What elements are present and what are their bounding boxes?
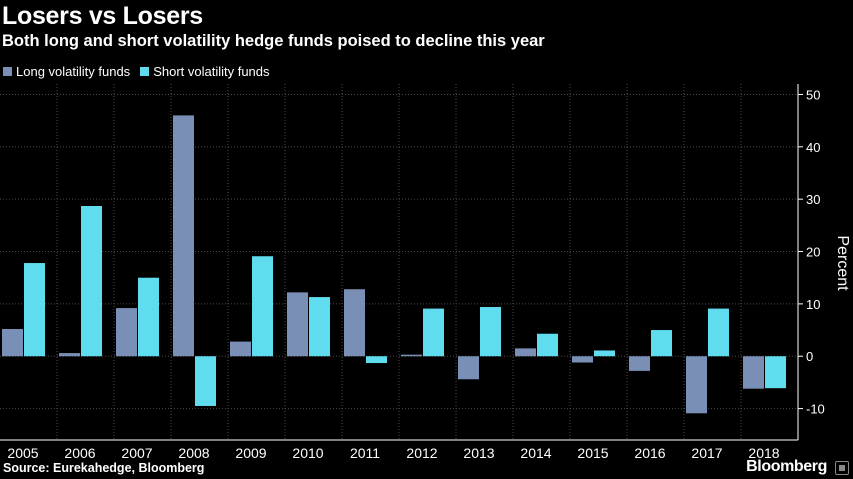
y-tick-label: -10 [806,402,825,417]
x-tick-label: 2012 [406,445,437,461]
bar-short-volatility [537,333,558,357]
y-axis-title: Percent [834,235,851,291]
x-tick-label: 2017 [691,445,722,461]
chart-subtitle: Both long and short volatility hedge fun… [2,32,545,50]
x-tick-label: 2010 [292,445,323,461]
bar-short-volatility [651,330,672,357]
y-tick-label: 20 [806,245,820,260]
bar-long-volatility [116,308,137,357]
bar-short-volatility [366,356,387,364]
legend-swatch-short [140,67,150,76]
x-tick-label: 2014 [520,445,551,461]
bar-short-volatility [252,256,273,357]
x-tick-label: 2018 [748,445,779,461]
bar-short-volatility [594,350,615,357]
y-tick-label: 30 [806,192,820,207]
brand-logo: Bloomberg [746,458,827,475]
legend-swatch-long [3,67,12,76]
bar-long-volatility [401,354,422,357]
bar-long-volatility [344,289,365,357]
bar-short-volatility [195,356,216,406]
bar-long-volatility [515,348,536,357]
x-tick-label: 2006 [64,445,95,461]
bar-short-volatility [138,277,159,357]
bar-long-volatility [173,115,194,357]
bar-short-volatility [81,205,102,357]
legend-label-long: Long volatility funds [16,64,131,79]
y-tick-label: 10 [806,297,820,312]
bar-long-volatility [458,356,479,380]
bar-short-volatility [708,308,729,357]
bar-short-volatility [423,308,444,357]
bar-long-volatility [572,356,593,363]
x-tick-label: 2016 [634,445,665,461]
bar-long-volatility [287,292,308,357]
y-tick-label: 40 [806,140,820,155]
chart-legend: Long volatility funds Short volatility f… [3,64,280,79]
bar-long-volatility [743,356,764,389]
bar-long-volatility [59,353,80,357]
brand-badge-icon [835,461,849,475]
bar-short-volatility [765,356,786,389]
bar-long-volatility [629,356,650,371]
legend-item-long: Long volatility funds [3,64,130,79]
source-note: Source: Eurekahedge, Bloomberg [3,461,205,475]
x-tick-label: 2008 [178,445,209,461]
bar-long-volatility [2,329,23,357]
x-tick-label: 2015 [577,445,608,461]
x-tick-label: 2007 [121,445,152,461]
x-tick-label: 2013 [463,445,494,461]
bar-short-volatility [480,307,501,357]
x-tick-label: 2005 [7,445,38,461]
bar-short-volatility [309,297,330,357]
bar-long-volatility [230,341,251,357]
bar-short-volatility [24,263,45,357]
legend-item-short: Short volatility funds [140,64,270,79]
y-tick-label: 0 [806,349,813,364]
chart-title: Losers vs Losers [2,2,203,30]
y-tick-label: 50 [806,87,820,102]
x-tick-label: 2011 [350,445,380,461]
x-tick-label: 2009 [235,445,266,461]
bar-long-volatility [686,356,707,414]
legend-label-short: Short volatility funds [153,64,270,79]
